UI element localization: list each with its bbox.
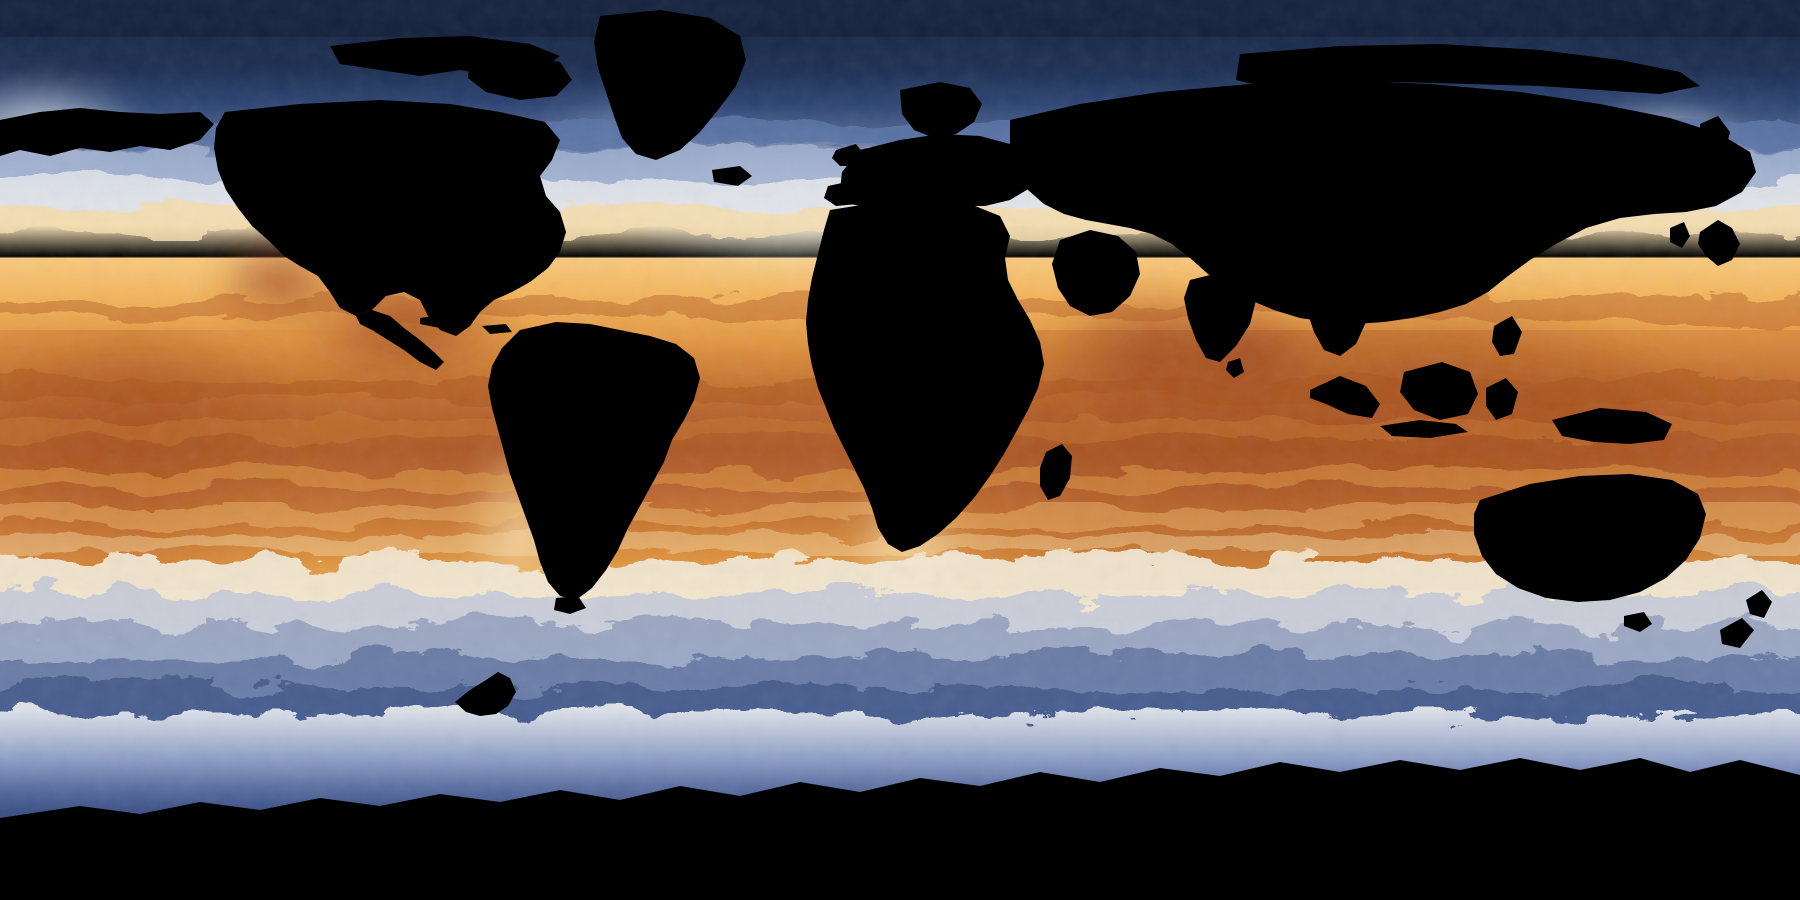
land-korea bbox=[1670, 222, 1690, 248]
land-antarctic-peninsula bbox=[455, 672, 516, 716]
land-cuba bbox=[420, 314, 472, 328]
land-iceland bbox=[712, 166, 752, 186]
land-siberia-arctic bbox=[1236, 44, 1700, 94]
land-hispaniola bbox=[482, 324, 512, 334]
landmasses bbox=[0, 10, 1800, 900]
land-british-isles bbox=[832, 144, 864, 166]
land-philippines bbox=[1492, 316, 1522, 356]
land-sri-lanka bbox=[1226, 358, 1244, 378]
land-iberia bbox=[824, 180, 866, 206]
land-tierra-del-fuego bbox=[554, 596, 586, 614]
land-italy bbox=[918, 192, 940, 216]
land-greenland bbox=[594, 10, 746, 160]
land-south-america bbox=[488, 322, 700, 600]
land-new-zealand-south bbox=[1720, 618, 1754, 648]
land-central-america bbox=[356, 310, 444, 370]
land-india bbox=[1184, 272, 1256, 362]
land-borneo bbox=[1400, 362, 1478, 420]
land-java bbox=[1380, 420, 1468, 438]
land-sulawesi bbox=[1486, 378, 1518, 420]
land-madagascar bbox=[1040, 444, 1072, 500]
land-japan bbox=[1698, 220, 1740, 266]
land-kamchatka bbox=[1700, 116, 1730, 168]
land-scandinavia bbox=[900, 82, 982, 138]
land-florida bbox=[468, 264, 488, 300]
land-new-guinea bbox=[1552, 408, 1672, 444]
land-arabian-peninsula bbox=[1052, 230, 1140, 316]
land-new-zealand bbox=[1746, 590, 1772, 618]
land-africa bbox=[806, 200, 1044, 552]
land-europe bbox=[840, 134, 1040, 208]
land-sumatra bbox=[1310, 376, 1380, 418]
land-tasmania bbox=[1624, 612, 1652, 632]
land-australia bbox=[1474, 474, 1706, 602]
land-baffin bbox=[468, 54, 572, 100]
land-asia bbox=[1010, 80, 1756, 324]
land-alaska bbox=[0, 108, 214, 156]
land-indochina bbox=[1308, 292, 1366, 356]
land-antarctic-islands bbox=[300, 800, 348, 812]
land-antarctica bbox=[0, 758, 1800, 900]
